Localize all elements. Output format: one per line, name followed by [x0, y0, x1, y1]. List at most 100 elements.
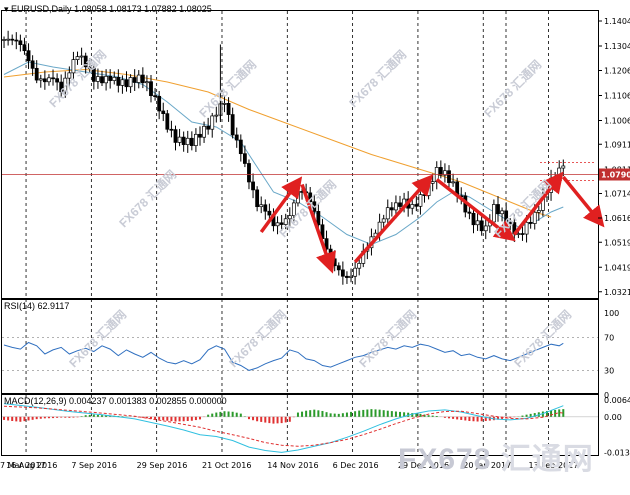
- candle-bear: [124, 79, 129, 88]
- trend-arrow: [259, 176, 303, 234]
- candle-bull: [381, 218, 386, 223]
- candle-bear: [161, 110, 166, 115]
- candle-bull: [410, 204, 415, 209]
- rsi-line: [3, 341, 564, 371]
- candle-bull: [71, 59, 76, 74]
- candle-bear: [18, 40, 23, 45]
- candle-bear: [508, 222, 513, 224]
- y-tick-label: 1.09110: [604, 140, 630, 149]
- candle-bear: [189, 137, 194, 146]
- candle-bear: [422, 194, 427, 196]
- candle-bear: [336, 265, 341, 271]
- candle-bear: [234, 134, 239, 141]
- candle-bear: [87, 66, 92, 69]
- x-tick-label: 16 Aug 2016: [6, 461, 57, 470]
- candle-bear: [149, 81, 153, 97]
- candle-bull: [67, 72, 72, 79]
- candle-bear: [267, 210, 272, 216]
- brand-fx: FX678: [398, 443, 492, 476]
- rsi-tick-label: 0: [604, 391, 609, 400]
- price-panel: [1, 10, 599, 299]
- candle-bear: [165, 113, 170, 130]
- candle-bull: [353, 267, 358, 277]
- candle-bear: [447, 170, 451, 183]
- y-tick-label: 1.12060: [604, 67, 630, 76]
- candle-bull: [475, 220, 480, 226]
- candle-bear: [26, 50, 31, 62]
- brand-cn: 汇通网: [500, 443, 594, 476]
- candle-bull: [79, 55, 84, 58]
- symbol-label: EURUSD,Daily: [11, 4, 72, 14]
- rsi-panel: [1, 299, 599, 394]
- candle-bull: [532, 211, 537, 224]
- candle-bear: [345, 275, 349, 278]
- candle-bull: [222, 103, 227, 105]
- candle-bull: [287, 215, 292, 220]
- candle-bull: [38, 78, 43, 81]
- candle-bull: [112, 76, 117, 81]
- candle-bull: [385, 207, 390, 220]
- candle-bull: [483, 225, 488, 232]
- candle-bear: [173, 129, 178, 143]
- y-tick-label: 1.04190: [604, 263, 630, 272]
- candle-bear: [389, 207, 394, 211]
- candle-bear: [34, 67, 39, 81]
- candle-bear: [230, 114, 235, 136]
- candle-bear: [157, 95, 162, 112]
- y-tick-label: 1.07140: [604, 190, 630, 199]
- candle-bull: [177, 136, 182, 143]
- candle-bull: [500, 210, 504, 215]
- candle-bear: [332, 258, 337, 267]
- candle-bull: [492, 204, 496, 223]
- candle-bear: [398, 202, 402, 207]
- rsi-tick-label: 100: [604, 309, 619, 318]
- candle-bear: [520, 233, 525, 235]
- x-tick-label: 29 Sep 2016: [137, 461, 188, 470]
- chevron-down-icon: ▾: [4, 4, 9, 14]
- candle-bull: [214, 114, 219, 117]
- candle-bull: [47, 77, 51, 83]
- macd-panel: [1, 394, 599, 456]
- candle-bear: [55, 78, 60, 83]
- candle-bear: [308, 192, 313, 203]
- candle-bull: [291, 202, 296, 216]
- x-tick-label: 20 Jan 2017: [463, 461, 511, 470]
- candle-bear: [51, 77, 55, 80]
- signal-line: [3, 405, 564, 447]
- candle-bear: [10, 38, 15, 41]
- candle-bear: [479, 220, 484, 232]
- y-tick-label: 1.03210: [604, 288, 630, 297]
- candle-bear: [42, 78, 47, 83]
- candle-bull: [128, 77, 133, 88]
- current-price-badge: [599, 168, 630, 181]
- candle-bear: [169, 128, 174, 131]
- candle-bull: [259, 204, 264, 208]
- trend-arrow: [435, 178, 516, 242]
- candle-bull: [96, 76, 100, 82]
- candle-bear: [22, 44, 27, 52]
- candle-bear: [153, 95, 157, 98]
- x-tick-label: 21 Oct 2016: [202, 461, 251, 470]
- ma-short-line: [3, 61, 564, 246]
- candle-bull: [120, 79, 125, 86]
- candle-bull: [430, 181, 435, 184]
- candle-bear: [324, 238, 329, 250]
- candle-bear: [14, 39, 19, 42]
- candle-bull: [357, 263, 362, 269]
- candle-bull: [2, 39, 6, 41]
- candle-bull: [63, 77, 68, 93]
- candle-bull: [210, 115, 215, 130]
- candle-bull: [524, 221, 529, 235]
- candle-bear: [255, 189, 260, 208]
- candle-bull: [536, 210, 541, 213]
- candle-bear: [226, 103, 231, 115]
- x-tick-label: 14 Nov 2016: [267, 461, 318, 470]
- candle-bear: [108, 75, 113, 81]
- macd-tick-label: 0.00: [604, 413, 622, 422]
- candle-bear: [83, 55, 88, 68]
- chart-title: ▾ EURUSD,Daily 1.08058 1.08173 1.07882 1…: [4, 4, 212, 15]
- candle-bear: [504, 210, 509, 223]
- candle-bear: [181, 136, 186, 145]
